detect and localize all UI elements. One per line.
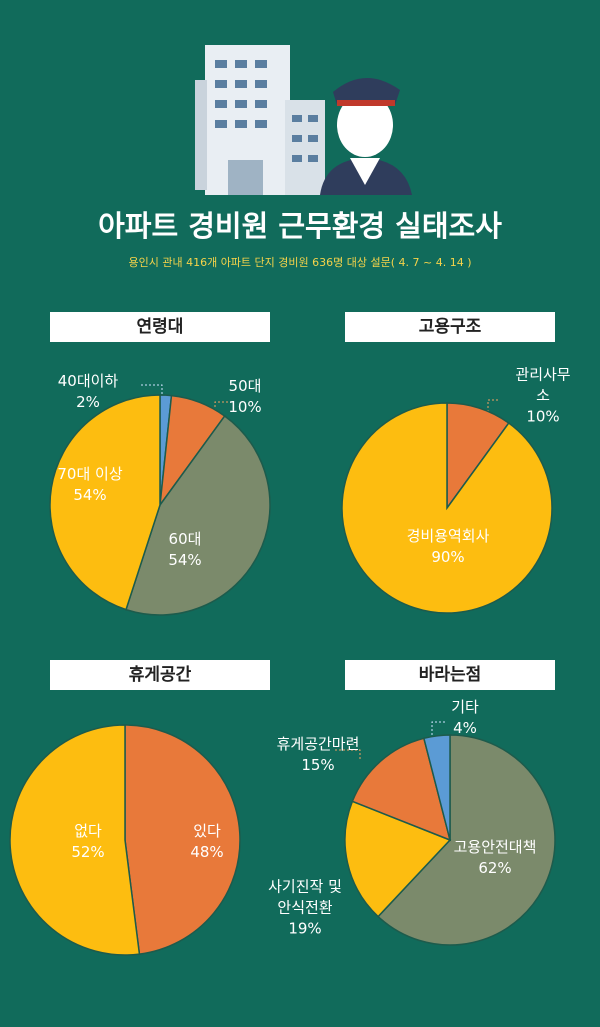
category-label: 경비용역회사 — [406, 527, 490, 545]
category-label: 50대 — [228, 377, 262, 395]
slice-label: 없다 52% — [71, 821, 104, 863]
slice-label: 휴게공간마련 15% — [277, 734, 360, 776]
pie-slice — [351, 737, 452, 842]
chart-header: 휴게공간 — [50, 660, 270, 690]
category-label: 관리사무소 — [515, 365, 571, 405]
slice-label: 고용안전대책 62% — [454, 837, 537, 879]
category-label: 70대 이상 — [57, 465, 123, 483]
value-label: 4% — [453, 719, 477, 737]
title: 아파트 경비원 근무환경 실태조사 — [98, 209, 502, 243]
pie-slice — [9, 724, 141, 956]
slice-label: 사기진작 및 안식전환 19% — [260, 877, 350, 940]
slice-label: 40대이하 2% — [58, 371, 119, 413]
category-label: 40대이하 — [57, 372, 119, 390]
slice-label: 70대 이상 54% — [57, 464, 122, 506]
slice-label: 60대 54% — [168, 529, 201, 571]
slice-label: 관리사무소 10% — [515, 365, 572, 428]
slice-label: 경비용역회사 90% — [407, 526, 490, 568]
category-label: 고용안전대책 — [453, 838, 537, 856]
pie-slice — [125, 414, 271, 616]
category-label: 있다 — [193, 822, 221, 840]
chart-header: 바라는점 — [345, 660, 555, 690]
subtitle: 용인시 관내 416개 아파트 단지 경비원 636명 대상 설문( 4. 7 … — [128, 256, 472, 269]
value-label: 48% — [190, 843, 224, 861]
slice-label: 50대 10% — [228, 376, 261, 418]
value-label: 90% — [431, 548, 465, 566]
category-label: 사기진작 및 안식전환 — [268, 877, 342, 917]
value-label: 10% — [228, 398, 262, 416]
value-label: 15% — [301, 756, 335, 774]
guard — [320, 77, 412, 195]
pie-slice — [422, 734, 451, 841]
pie-slice — [124, 724, 241, 955]
value-label: 62% — [478, 859, 512, 877]
category-label: 기타 — [451, 698, 479, 716]
value-label: 52% — [71, 843, 105, 861]
chart-header: 고용구조 — [345, 312, 555, 342]
value-label: 10% — [526, 407, 560, 426]
buildings — [195, 45, 325, 195]
arrows — [140, 384, 500, 760]
chart-header: 연령대 — [50, 312, 270, 342]
category-label: 없다 — [74, 822, 102, 840]
pie-slice — [377, 734, 556, 946]
value-label: 54% — [73, 486, 107, 504]
category-label: 휴게공간마련 — [276, 735, 360, 753]
category-label: 60대 — [168, 530, 202, 548]
value-label: 19% — [288, 919, 322, 938]
value-label: 2% — [76, 393, 100, 411]
value-label: 54% — [168, 551, 202, 569]
slice-label: 있다 48% — [190, 821, 223, 863]
pie-slice — [341, 402, 553, 614]
pie-slice — [49, 394, 161, 611]
slice-label: 기타 4% — [451, 697, 479, 739]
